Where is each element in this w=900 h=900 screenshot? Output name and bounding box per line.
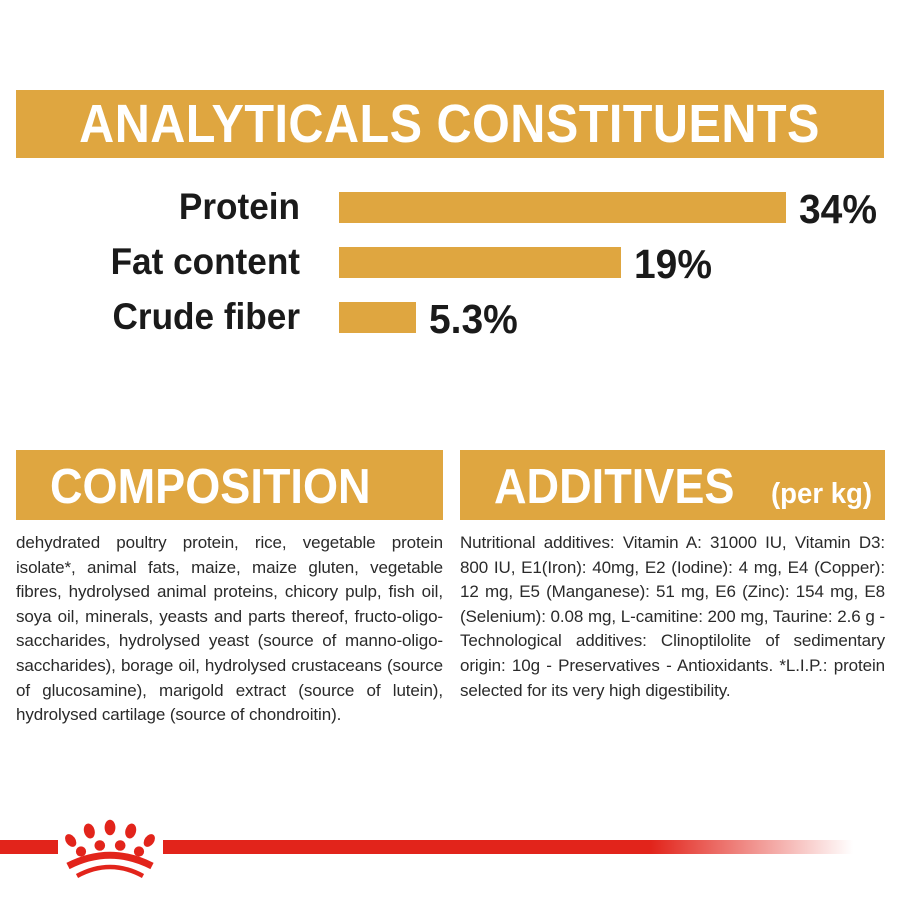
chart-bar-fat-content <box>339 247 621 278</box>
additives-text: Nutritional additives: Vitamin A: 31000 … <box>460 533 885 700</box>
chart-value-protein: 34% <box>799 186 877 232</box>
red-stripe-left <box>0 840 58 854</box>
chart-value-crude-fiber: 5.3% <box>429 296 518 342</box>
analyticals-constituents-banner: ANALYTICALS CONSTITUENTS <box>16 90 884 158</box>
red-stripe-right <box>163 840 860 854</box>
analytical-constituents-chart: Protein 34% Fat content 19% Crude fiber … <box>0 0 900 360</box>
composition-text: dehydrated poultry protein, rice, vegeta… <box>16 533 443 725</box>
chart-label-protein: Protein <box>178 186 300 227</box>
additives-header: ADDITIVES (per kg) <box>460 450 885 520</box>
additives-section: ADDITIVES (per kg) Nutritional additives… <box>460 450 885 703</box>
chart-bar-protein <box>339 192 786 223</box>
additives-per-kg-label: (per kg) <box>771 478 873 510</box>
composition-section: COMPOSITION dehydrated poultry protein, … <box>16 450 443 728</box>
additives-heading: ADDITIVES <box>494 460 735 514</box>
chart-label-fat-content: Fat content <box>110 241 300 282</box>
chart-value-fat-content: 19% <box>634 241 712 287</box>
chart-bar-crude-fiber <box>339 302 416 333</box>
composition-heading: COMPOSITION <box>50 460 371 514</box>
page-title: ANALYTICALS CONSTITUENTS <box>79 94 821 154</box>
crown-paw-logo-icon <box>65 819 155 878</box>
composition-header: COMPOSITION <box>16 450 443 520</box>
chart-label-crude-fiber: Crude fiber <box>112 296 300 337</box>
